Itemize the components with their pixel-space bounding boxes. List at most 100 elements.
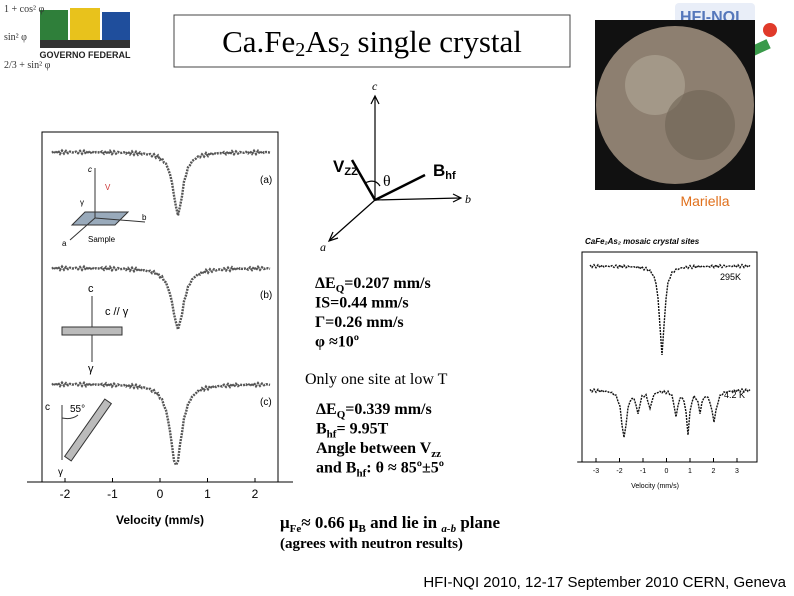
- inset-b: [61, 296, 123, 362]
- text: =0.339 mm/s: [345, 401, 431, 418]
- spectrum: [589, 387, 751, 438]
- formula: sin² φ: [4, 32, 27, 43]
- formulas: 1 + cos² φ sin² φ 2/3 + sin² φ: [4, 4, 51, 71]
- subscript: 2: [295, 39, 305, 61]
- text: ΔE: [316, 401, 337, 418]
- text: B: [433, 161, 445, 180]
- left-figure: (a) (b) (c) Velocity (mm/s) c V γ b a Sa…: [27, 131, 293, 527]
- text: As: [305, 24, 339, 59]
- formula: 1 + cos² φ: [4, 4, 44, 15]
- spectrum: [51, 380, 271, 468]
- inset-label: c: [45, 402, 50, 413]
- x-label: Velocity (mm/s): [631, 483, 679, 490]
- logo-text: GOVERNO FEDERAL: [39, 50, 131, 60]
- photo-texture: [625, 55, 685, 115]
- text: φ ≈10º: [315, 334, 359, 351]
- x-tick-label: 2: [712, 468, 716, 475]
- text: =0.207 mm/s: [344, 275, 430, 292]
- subscript: 2: [340, 39, 350, 61]
- subscript: Q: [336, 283, 345, 295]
- x-label: Velocity (mm/s): [116, 513, 204, 527]
- subscript: hf: [445, 170, 456, 182]
- inset-c: [61, 398, 113, 462]
- text: = 9.95T: [336, 421, 388, 438]
- text: V: [333, 157, 345, 176]
- spectrum: [51, 148, 271, 216]
- panel-label: (a): [260, 175, 272, 186]
- subscript: B: [358, 523, 366, 535]
- spectrum: [51, 264, 271, 334]
- inset-label: b: [142, 213, 147, 222]
- inset-label: c: [88, 283, 94, 295]
- x-tick-label: 3: [735, 468, 739, 475]
- spectrum-label: 4.2 K: [724, 390, 745, 400]
- subscript: ZZ: [344, 166, 358, 178]
- inset-label: γ: [80, 198, 84, 207]
- subscript: a-b: [441, 523, 456, 535]
- text: μ: [280, 513, 290, 532]
- text-line: Γ=0.26 mm/s: [315, 314, 404, 331]
- x-tick-label: -1: [640, 468, 646, 475]
- subscript: zz: [431, 448, 441, 460]
- x-tick-label: 2: [252, 487, 259, 501]
- subscript: hf: [356, 468, 366, 480]
- inset-label: c: [88, 165, 92, 174]
- text-line: ΔEQ=0.207 mm/s: [315, 275, 431, 295]
- inset-label: γ: [58, 467, 63, 478]
- text-line: Bhf= 9.95T: [316, 421, 389, 441]
- x-tick-label: -2: [616, 468, 622, 475]
- x-tick-label: 0: [157, 487, 164, 501]
- text-line: and Bhf: θ ≈ 85º±5º: [316, 460, 444, 480]
- photo-texture: [665, 90, 735, 160]
- vzz-label: VZZ: [333, 157, 358, 178]
- spectrum: [589, 263, 751, 356]
- x-tick-label: -3: [593, 468, 599, 475]
- text: Angle between V: [316, 440, 432, 457]
- subscript: hf: [327, 429, 337, 441]
- text: Ca.Fe: [222, 24, 295, 59]
- text: B: [316, 421, 327, 438]
- axis-label: a: [320, 240, 326, 254]
- text-line: IS=0.44 mm/s: [315, 295, 409, 312]
- axis-label: c: [372, 79, 378, 93]
- note: (agrees with neutron results): [280, 536, 463, 552]
- axis-label: θ: [383, 173, 391, 190]
- text-line: Ca.Fe2As2 single crystal: [222, 24, 522, 61]
- inset-label: 55°: [70, 404, 85, 415]
- spectrum-label: 295K: [720, 272, 741, 282]
- text: and B: [316, 460, 357, 477]
- text: single crystal: [350, 24, 522, 59]
- x-tick-label: 1: [688, 468, 692, 475]
- text-line: μFe≈ 0.66 μB and lie in a-b plane: [280, 513, 500, 535]
- photo-caption: Mariella: [680, 193, 729, 209]
- x-tick-label: -1: [107, 487, 118, 501]
- formula: 2/3 + sin² φ: [4, 60, 51, 71]
- axis-label: b: [465, 192, 471, 206]
- x-tick-label: -2: [60, 487, 71, 501]
- bhf-label: Bhf: [433, 161, 456, 182]
- text-line: φ ≈10º: [315, 334, 359, 351]
- inset-label: Sample: [88, 235, 116, 244]
- text: ≈ 0.66 μ: [301, 513, 359, 532]
- inset-a: [69, 168, 146, 241]
- text: and lie in: [366, 513, 442, 532]
- text-line: Angle between Vzz: [316, 440, 441, 460]
- inset-label: V: [105, 183, 111, 192]
- footer: HFI-NQI 2010, 12-17 September 2010 CERN,…: [423, 574, 786, 591]
- subscript: Fe: [290, 523, 302, 535]
- figure-title: CaFe₂As₂ mosaic crystal sites: [585, 237, 700, 246]
- text: Γ=0.26 mm/s: [315, 314, 404, 331]
- panel-label: (c): [260, 397, 272, 408]
- text: ΔE: [315, 275, 336, 292]
- inset-label: γ: [88, 363, 94, 375]
- x-tick-label: 1: [204, 487, 211, 501]
- logo-left: GOVERNO FEDERAL: [39, 8, 131, 60]
- heading: Only one site at low T: [305, 371, 448, 388]
- axis-diagram: [327, 94, 463, 242]
- text-block: Only one site at low T (agrees with neut…: [280, 275, 500, 552]
- text: : θ ≈ 85º±5º: [366, 460, 444, 477]
- panel-label: (b): [260, 290, 272, 301]
- x-tick-label: 0: [665, 468, 669, 475]
